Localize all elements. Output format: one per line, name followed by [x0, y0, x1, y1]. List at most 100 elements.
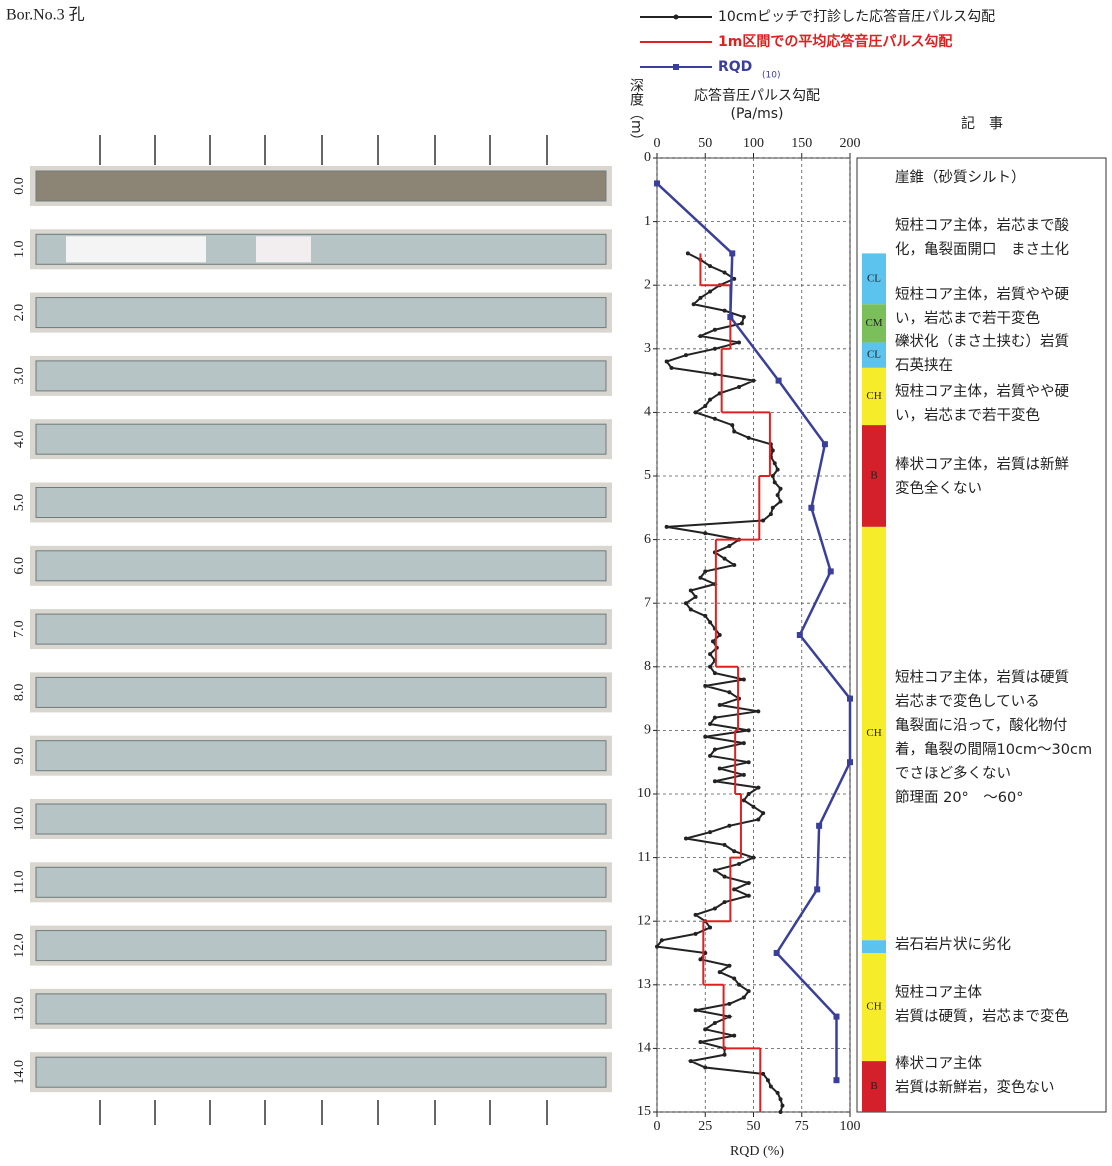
data-point [722, 556, 727, 561]
data-point [814, 886, 821, 893]
core-photo [35, 613, 607, 645]
remark-line: 岩芯まで変色している [895, 693, 1040, 710]
data-point [741, 315, 746, 319]
y-axis-label: 深度（m） [628, 78, 644, 148]
x-axis-label: (Pa/ms) [731, 106, 784, 122]
data-point [761, 518, 766, 523]
data-point [732, 563, 737, 568]
data-point [773, 950, 780, 956]
x-tick-label: 0 [654, 136, 661, 151]
core-depth-label: 4.0 [12, 430, 27, 448]
legend-marker [673, 14, 679, 20]
y-tick-label: 5 [644, 468, 651, 483]
core-photo [35, 803, 607, 835]
remark-line: 短柱コア主体，岩芯まで酸 [895, 217, 1069, 234]
data-point [730, 423, 735, 428]
data-point [698, 957, 703, 962]
data-point [703, 683, 708, 688]
core-depth-label: 1.0 [12, 241, 27, 258]
y-tick-label: 9 [644, 723, 651, 738]
data-point [808, 504, 815, 511]
data-point [746, 792, 751, 796]
remark-line: い，岩芯まで若干変色 [895, 407, 1040, 424]
data-point [693, 594, 698, 599]
data-point [772, 480, 777, 485]
x2-tick-label: 75 [795, 1119, 809, 1134]
data-point [698, 295, 703, 300]
x2-tick-label: 0 [654, 1119, 661, 1134]
data-point [717, 970, 722, 975]
data-point [746, 435, 751, 440]
y-tick-label: 4 [644, 405, 651, 420]
remark-line: 短柱コア主体，岩質やや硬 [895, 285, 1069, 303]
core-depth-label: 5.0 [12, 494, 27, 512]
x2-tick-label: 50 [747, 1119, 761, 1134]
data-point [698, 575, 703, 580]
rock-class-label: B [870, 1080, 877, 1092]
data-point [739, 321, 744, 326]
data-point [655, 944, 659, 949]
data-point [732, 1033, 737, 1038]
data-point [708, 753, 713, 758]
data-point [703, 1065, 708, 1070]
rock-class-label: B [870, 470, 877, 482]
y-tick-label: 2 [644, 277, 651, 292]
core-depth-label: 8.0 [12, 684, 27, 702]
data-point [727, 1001, 732, 1006]
data-point [712, 715, 717, 720]
core-depth-label: 3.0 [12, 367, 27, 385]
data-point [722, 900, 727, 905]
data-point [703, 404, 708, 409]
data-point [847, 759, 853, 766]
data-point [796, 632, 803, 638]
rock-class [862, 425, 886, 527]
core-spacer [256, 236, 311, 263]
data-point [746, 989, 751, 994]
data-point [722, 270, 727, 275]
data-point [746, 728, 751, 733]
data-point [664, 359, 669, 364]
data-point [780, 1103, 785, 1108]
x-tick-label: 200 [840, 136, 861, 151]
core-depth-label: 9.0 [12, 747, 27, 765]
data-point [693, 912, 698, 917]
data-point [708, 652, 713, 657]
remarks-header: 記 事 [961, 115, 1003, 132]
remark-line: 棒状コア主体，岩質は新鮮 [895, 455, 1069, 473]
data-point [737, 861, 742, 866]
data-point [732, 887, 737, 892]
y-tick-label: 10 [637, 786, 651, 801]
data-point [833, 1077, 840, 1084]
core-depth-label: 6.0 [12, 557, 27, 575]
data-point [729, 250, 736, 257]
y-tick-label: 14 [637, 1041, 651, 1056]
data-point [708, 925, 713, 930]
data-point [768, 1084, 773, 1089]
data-point [775, 1090, 780, 1095]
data-point [703, 569, 708, 574]
data-point [710, 639, 715, 644]
x-axis-label: 応答音圧パルス勾配 [694, 87, 820, 104]
rock-class [862, 953, 886, 1062]
data-point [722, 874, 727, 879]
data-point [847, 695, 853, 702]
data-point [821, 441, 828, 448]
legend-subscript: (10) [762, 71, 780, 81]
data-point [688, 607, 693, 612]
data-point [727, 690, 732, 695]
data-point [761, 1071, 766, 1076]
x-tick-label: 150 [791, 136, 812, 151]
data-point [751, 804, 756, 809]
data-point [691, 302, 696, 307]
x-tick-label: 50 [698, 136, 712, 151]
rock-class-label: CH [866, 1001, 881, 1013]
data-point [712, 416, 717, 421]
x2-tick-label: 25 [698, 1119, 712, 1134]
data-point [775, 493, 780, 498]
remark-line: 岩石岩片状に劣化 [895, 936, 1011, 953]
data-point [683, 353, 688, 358]
data-point [659, 938, 664, 943]
core-spacer [66, 236, 206, 263]
data-point [717, 633, 722, 637]
